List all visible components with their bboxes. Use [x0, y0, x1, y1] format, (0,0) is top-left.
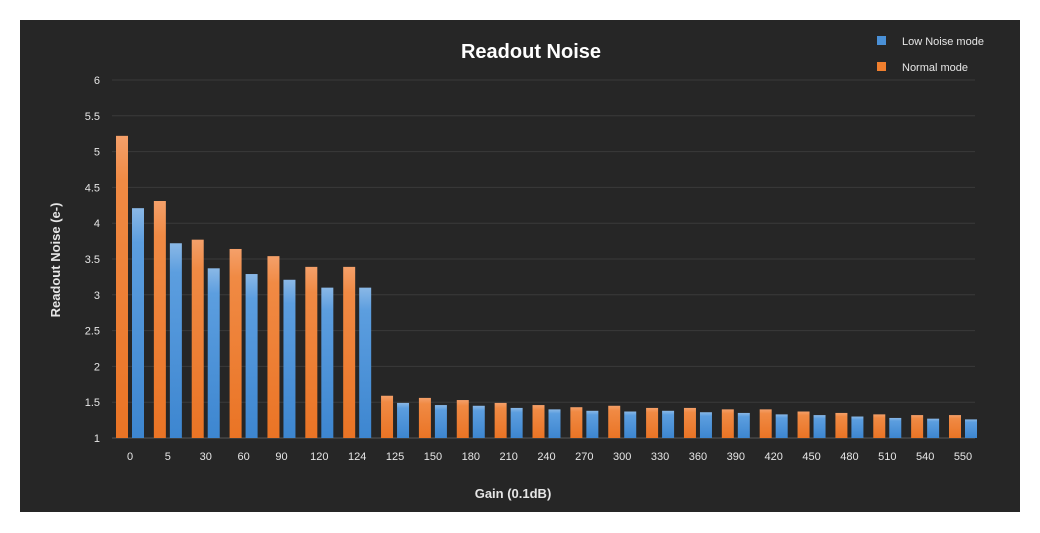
bar-normal-5	[153, 201, 166, 438]
bar-low-noise-360	[699, 412, 712, 438]
bar-normal-450	[797, 411, 810, 438]
x-tick-label: 300	[613, 451, 631, 463]
legend-label-normal: Normal mode	[902, 62, 968, 74]
y-tick-label: 3	[94, 290, 100, 302]
bar-normal-420	[759, 409, 772, 438]
x-tick-label: 510	[878, 451, 896, 463]
x-tick-label: 0	[127, 451, 133, 463]
bar-normal-180	[456, 400, 469, 438]
x-tick-label: 270	[575, 451, 593, 463]
x-tick-label: 240	[537, 451, 555, 463]
bar-normal-390	[721, 409, 734, 438]
bar-low-noise-550	[965, 419, 977, 438]
y-tick-label: 1	[94, 433, 100, 445]
bar-low-noise-120	[321, 287, 334, 438]
y-tick-label: 2	[94, 361, 100, 373]
chart-panel: 0 5 30 60 90 120 124 125 150 180 210 240 270 300 330 36…	[20, 20, 1020, 512]
bar-normal-210	[494, 402, 507, 438]
bar-normal-125	[381, 395, 394, 438]
bar-low-noise-510	[889, 417, 902, 438]
bar-normal-240	[532, 405, 545, 438]
bar-low-noise-150	[434, 405, 447, 438]
x-tick-label: 450	[802, 451, 820, 463]
bar-low-noise-450	[813, 415, 826, 438]
x-tick-label: 125	[386, 451, 404, 463]
y-tick-label: 6	[94, 75, 100, 87]
bar-normal-124	[343, 266, 356, 438]
x-tick-label: 360	[689, 451, 707, 463]
bar-low-noise-480	[851, 416, 864, 438]
bar-chart: 0 5 30 60 90 120 124 125 150 180 210 240 270 300 330 36…	[48, 36, 984, 501]
legend-swatch-normal	[877, 62, 886, 71]
y-tick-label: 4	[94, 218, 100, 230]
bar-normal-270	[570, 407, 583, 438]
bar-low-noise-240	[548, 409, 561, 438]
x-axis-label: Gain (0.1dB)	[475, 486, 552, 501]
bar-normal-0	[116, 135, 128, 438]
bar-low-noise-124	[359, 287, 372, 438]
x-tick-label: 60	[237, 451, 249, 463]
bar-low-noise-210	[510, 407, 523, 438]
bar-normal-510	[873, 414, 886, 438]
x-tick-label: 30	[200, 451, 212, 463]
bar-low-noise-0	[132, 208, 144, 438]
bar-normal-360	[683, 407, 696, 438]
y-axis-label: Readout Noise (e-)	[48, 203, 63, 318]
x-tick-label: 90	[275, 451, 287, 463]
bar-normal-60	[229, 248, 242, 438]
x-tick-label: 390	[727, 451, 745, 463]
bar-normal-150	[418, 397, 431, 438]
y-tick-label: 5.5	[85, 111, 100, 123]
bar-normal-540	[911, 415, 924, 438]
bar-normal-30	[191, 239, 204, 438]
y-tick-label: 2.5	[85, 326, 100, 338]
x-tick-label: 120	[310, 451, 328, 463]
y-tick-label: 3.5	[85, 254, 100, 266]
bar-low-noise-300	[624, 411, 637, 438]
x-tick-label: 550	[954, 451, 972, 463]
bar-low-noise-125	[397, 402, 410, 438]
bar-low-noise-60	[245, 274, 258, 438]
bar-low-noise-420	[775, 414, 788, 438]
y-tick-label: 5	[94, 147, 100, 159]
x-tick-label: 180	[462, 451, 480, 463]
x-tick-label: 480	[840, 451, 858, 463]
bar-normal-300	[608, 405, 621, 438]
bar-normal-480	[835, 412, 848, 438]
bar-low-noise-180	[472, 405, 485, 438]
bar-low-noise-30	[207, 268, 220, 438]
bar-normal-330	[646, 407, 659, 438]
bar-low-noise-270	[586, 410, 599, 438]
x-tick-label: 5	[165, 451, 171, 463]
y-tick-label: 1.5	[85, 397, 100, 409]
chart-title: Readout Noise	[461, 41, 601, 63]
bar-normal-120	[305, 266, 318, 438]
x-tick-label: 210	[499, 451, 517, 463]
x-tick-label: 330	[651, 451, 669, 463]
legend-swatch-low-noise	[877, 36, 886, 45]
bar-low-noise-90	[283, 279, 296, 438]
x-tick-label: 124	[348, 451, 366, 463]
x-tick-label: 150	[424, 451, 442, 463]
x-tick-label: 420	[765, 451, 783, 463]
bar-normal-90	[267, 256, 280, 438]
legend: Low Noise mode Normal mode	[877, 36, 984, 74]
bar-low-noise-540	[927, 418, 940, 438]
bar-low-noise-330	[662, 410, 675, 438]
x-tick-label: 540	[916, 451, 934, 463]
y-tick-label: 4.5	[85, 182, 100, 194]
bar-low-noise-390	[737, 412, 750, 438]
bar-low-noise-5	[169, 243, 182, 438]
bar-normal-550	[949, 415, 961, 438]
legend-label-low-noise: Low Noise mode	[902, 36, 984, 48]
